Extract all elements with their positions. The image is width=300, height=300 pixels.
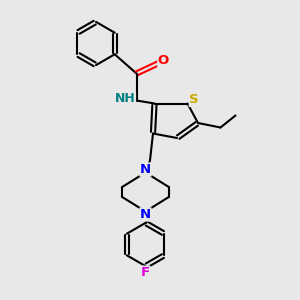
Text: O: O bbox=[158, 54, 169, 67]
Text: N: N bbox=[140, 208, 151, 221]
Text: F: F bbox=[141, 266, 150, 279]
Text: N: N bbox=[140, 163, 151, 176]
Text: S: S bbox=[189, 93, 199, 106]
Text: NH: NH bbox=[115, 92, 136, 106]
